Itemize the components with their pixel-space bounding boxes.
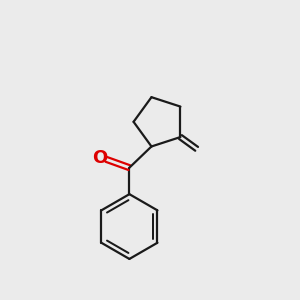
Text: O: O [92,149,108,167]
